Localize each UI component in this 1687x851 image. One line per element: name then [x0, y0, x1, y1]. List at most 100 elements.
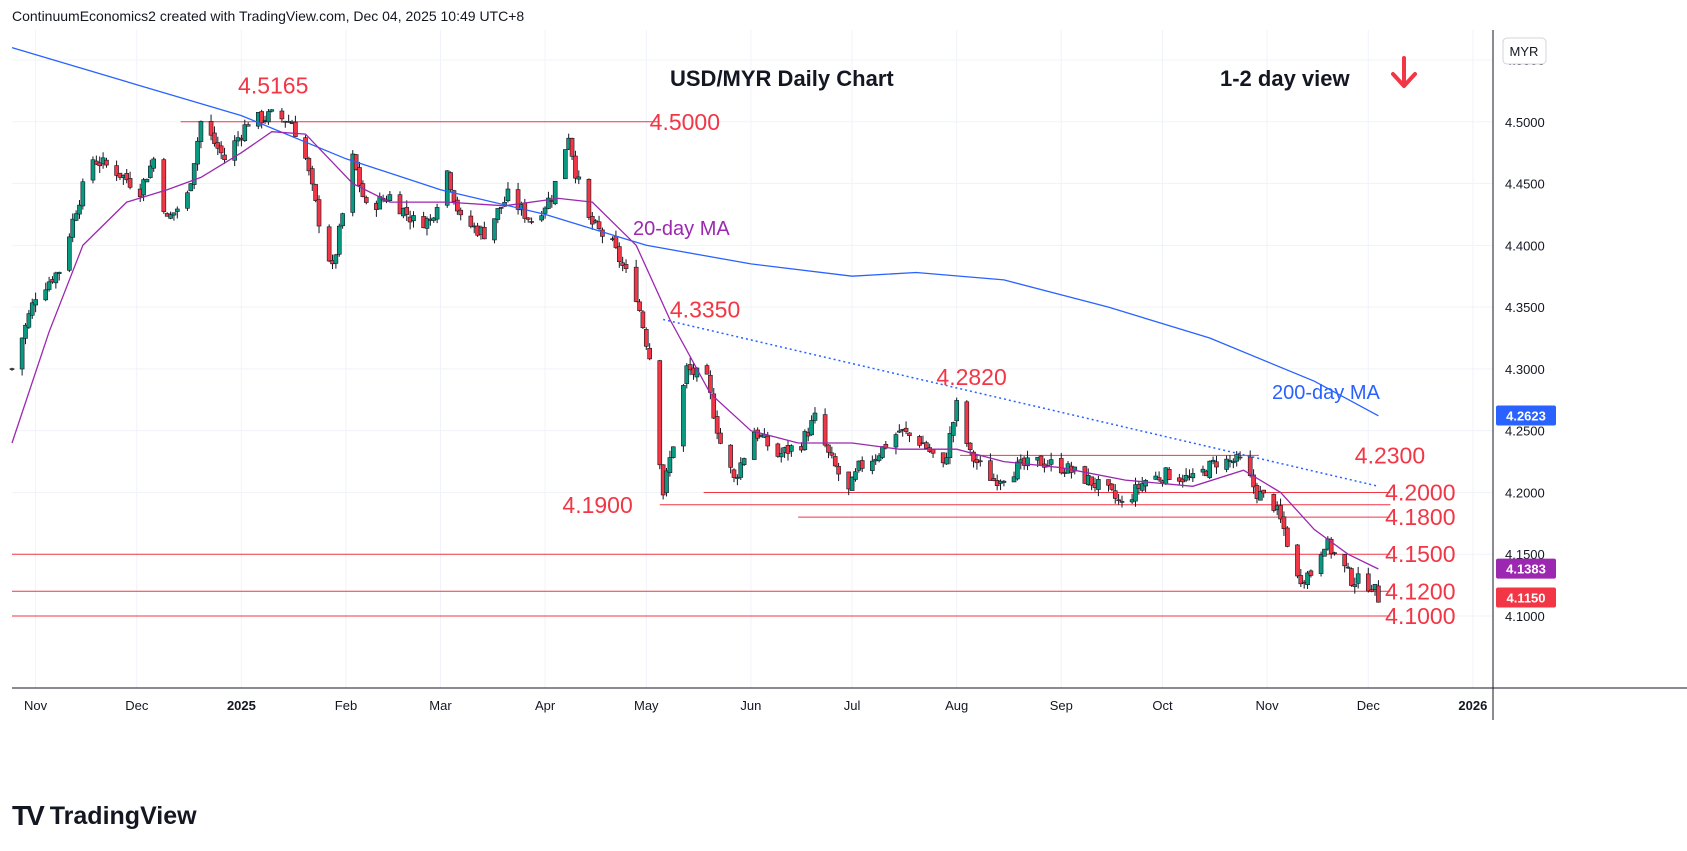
candle [552, 180, 558, 205]
candle [741, 458, 747, 465]
candle [569, 138, 575, 157]
candle [43, 289, 49, 301]
candle [26, 313, 32, 328]
candle [1089, 476, 1094, 486]
candle [731, 469, 737, 478]
candle [670, 446, 676, 458]
candle [704, 365, 710, 375]
candle [822, 414, 828, 446]
time-tick-label: May [634, 698, 659, 713]
candle [245, 124, 251, 127]
currency-badge[interactable] [1502, 37, 1547, 65]
candle [684, 365, 690, 384]
candle [1106, 479, 1111, 486]
candle [809, 420, 814, 436]
chart-title: USD/MYR Daily Chart [670, 66, 894, 91]
price-tick-label: 4.2500 [1505, 424, 1545, 439]
candle [340, 213, 345, 227]
candle [903, 427, 909, 432]
candle [1271, 494, 1277, 511]
candle [812, 412, 818, 421]
candle [836, 466, 841, 475]
candle [1143, 480, 1148, 487]
candle [647, 347, 652, 360]
candle [1231, 461, 1236, 464]
tradingview-brand-text: TradingView [49, 801, 197, 830]
time-tick-label: Jul [844, 698, 861, 713]
candle [151, 158, 157, 169]
candle [259, 111, 264, 124]
usdmyr-chart[interactable]: 4.5165 4.5000 4.3350 4.2820 4.2300 4.2000 4.19… [0, 30, 1687, 790]
candle [1349, 568, 1354, 586]
level-label-4.5000: 4.5000 [650, 109, 720, 135]
candle [718, 432, 723, 444]
candle [640, 311, 646, 329]
candle [967, 442, 973, 451]
candle [1376, 585, 1381, 603]
candle [1332, 552, 1337, 554]
level-label-4.2000: 4.2000 [1385, 479, 1455, 505]
candle [451, 190, 457, 202]
candle [360, 183, 366, 197]
ma20-line [11, 131, 1379, 570]
candle [832, 456, 838, 467]
candle [1156, 477, 1162, 481]
candle [971, 451, 976, 462]
candle [1295, 544, 1300, 577]
ma20-annotation: 20-day MA [633, 218, 730, 240]
time-tick-label: Jun [740, 698, 761, 713]
time-tick-label: Apr [535, 698, 556, 713]
candle [492, 218, 497, 241]
candle [482, 226, 487, 240]
ma200-annotation: 200-day MA [1272, 382, 1380, 404]
candle [387, 194, 393, 201]
candle [455, 199, 460, 212]
candle [1305, 572, 1310, 586]
tradingview-logo[interactable]: TV TradingView [12, 800, 197, 832]
candle [266, 111, 271, 123]
candle [70, 218, 76, 238]
price-tick-label: 4.1000 [1505, 609, 1545, 624]
candle [907, 432, 912, 436]
level-label-4.5165: 4.5165 [238, 72, 308, 98]
candle [576, 176, 582, 180]
candle [1345, 566, 1351, 569]
candle [316, 199, 322, 227]
time-tick-label: Aug [945, 698, 968, 713]
candle [458, 209, 464, 216]
candle [293, 121, 298, 137]
candle [563, 149, 568, 180]
time-tick-label: Nov [1256, 698, 1280, 713]
candle [778, 453, 784, 458]
chart-area[interactable]: 4.5165 4.5000 4.3350 4.2820 4.2300 4.2000 4.19… [0, 30, 1687, 790]
candle [1369, 589, 1374, 592]
candle [917, 436, 922, 446]
candle [185, 192, 190, 209]
candle [56, 271, 62, 274]
candle [175, 208, 180, 212]
candle [397, 194, 403, 215]
candle [363, 197, 369, 203]
price-tick-label: 4.5000 [1505, 115, 1545, 130]
candle [505, 188, 511, 202]
candle [279, 110, 285, 120]
candle [208, 121, 214, 136]
candle [161, 159, 167, 212]
candle [77, 204, 82, 215]
candle [525, 217, 531, 220]
candle [198, 121, 204, 142]
candle [19, 337, 25, 370]
candle [613, 235, 619, 248]
candle [127, 178, 133, 188]
candle [775, 443, 781, 457]
candle [883, 443, 889, 449]
candle [326, 226, 332, 262]
candle [596, 221, 602, 229]
time-tick-label: Dec [1357, 698, 1381, 713]
candle [313, 184, 318, 201]
candle [1308, 570, 1314, 576]
candle [1096, 479, 1101, 490]
candle [590, 216, 595, 225]
candle [893, 434, 899, 448]
candle [735, 477, 740, 479]
